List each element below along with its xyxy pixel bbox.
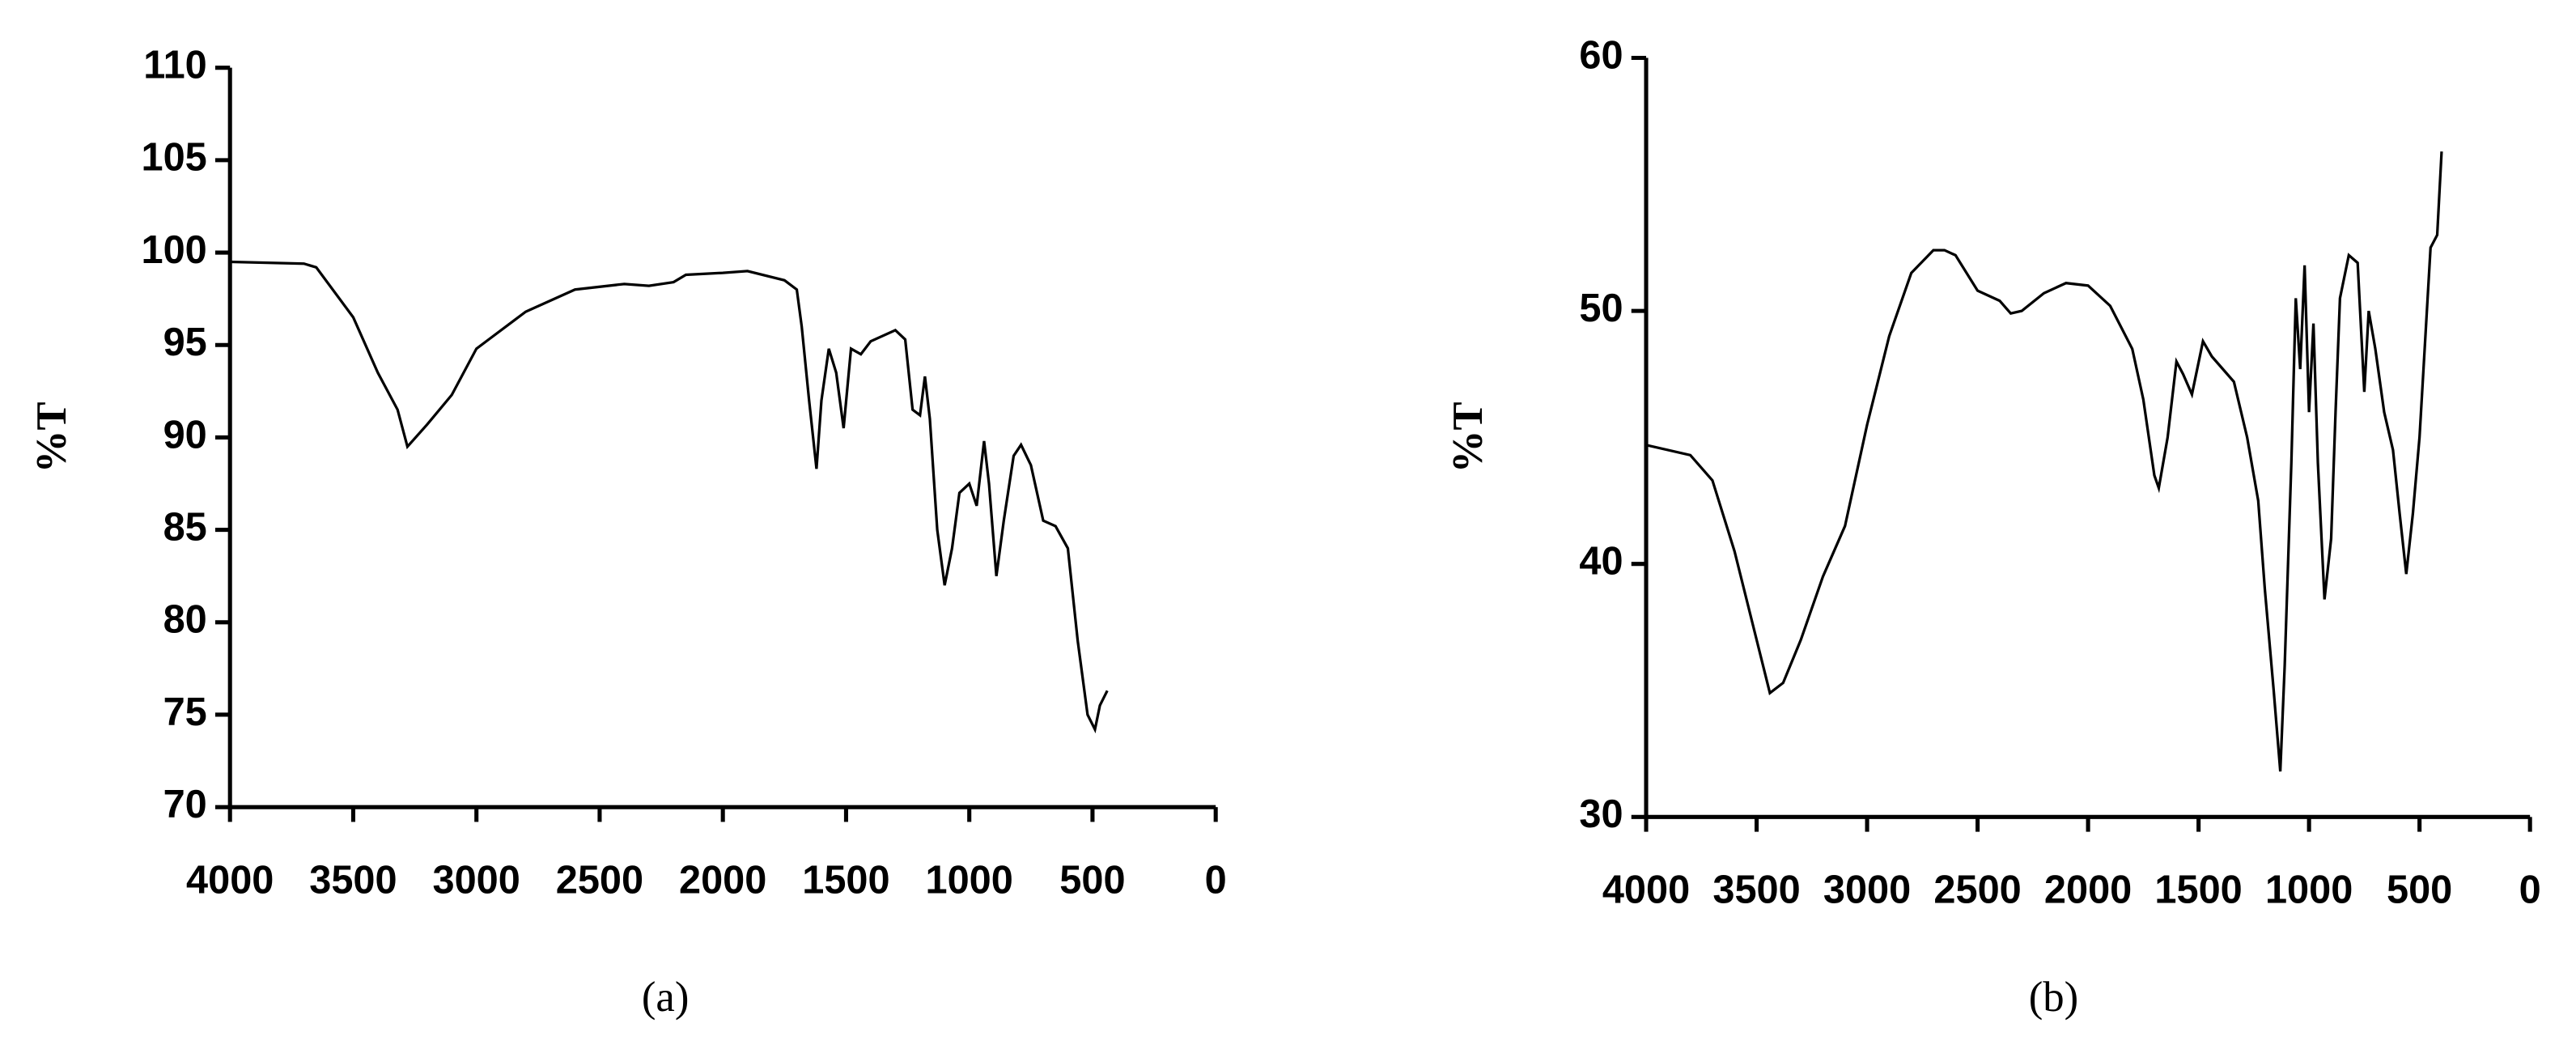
y-tick-label: 75 bbox=[163, 690, 207, 734]
spectrum-line bbox=[1645, 151, 2443, 772]
y-tick-label: 110 bbox=[143, 44, 207, 87]
y-tick-label: 95 bbox=[163, 321, 207, 364]
y-tick-label: 90 bbox=[163, 413, 207, 457]
x-tick-label: 3500 bbox=[309, 858, 397, 902]
x-tick-label: 0 bbox=[1205, 858, 1227, 902]
x-tick-label: 3000 bbox=[1823, 869, 1911, 912]
y-tick-label: 30 bbox=[1579, 792, 1623, 836]
y-tick-label: 105 bbox=[142, 136, 207, 180]
spectrum-line bbox=[230, 260, 1109, 734]
x-tick-label: 4000 bbox=[186, 858, 274, 902]
x-tick-label: 0 bbox=[2519, 869, 2541, 912]
y-axis-label: %T bbox=[1445, 401, 1492, 473]
y-tick-label: 60 bbox=[1579, 33, 1623, 77]
y-tick-label: 40 bbox=[1579, 540, 1623, 584]
x-tick-label: 500 bbox=[2387, 869, 2452, 912]
x-tick-label: 1000 bbox=[2265, 869, 2353, 912]
y-tick-label: 100 bbox=[142, 228, 207, 272]
y-tick-label: 50 bbox=[1579, 287, 1623, 330]
x-tick-label: 3500 bbox=[1712, 869, 1800, 912]
x-tick-label: 2000 bbox=[2044, 869, 2132, 912]
y-tick-label: 80 bbox=[163, 598, 207, 642]
x-tick-label: 4000 bbox=[1602, 869, 1690, 912]
x-tick-label: 1000 bbox=[926, 858, 1013, 902]
x-tick-label: 3000 bbox=[433, 858, 520, 902]
y-axis-label: %T bbox=[28, 401, 75, 473]
x-tick-label: 2500 bbox=[556, 858, 643, 902]
y-tick-label: 70 bbox=[163, 783, 207, 826]
x-tick-label: 1500 bbox=[802, 858, 889, 902]
x-tick-label: 2000 bbox=[679, 858, 766, 902]
panel-label: (b) bbox=[2029, 974, 2079, 1021]
y-tick-label: 85 bbox=[163, 505, 207, 549]
x-tick-label: 500 bbox=[1059, 858, 1125, 902]
x-tick-label: 2500 bbox=[1933, 869, 2021, 912]
panel-label: (a) bbox=[642, 974, 690, 1021]
x-tick-label: 1500 bbox=[2154, 869, 2242, 912]
